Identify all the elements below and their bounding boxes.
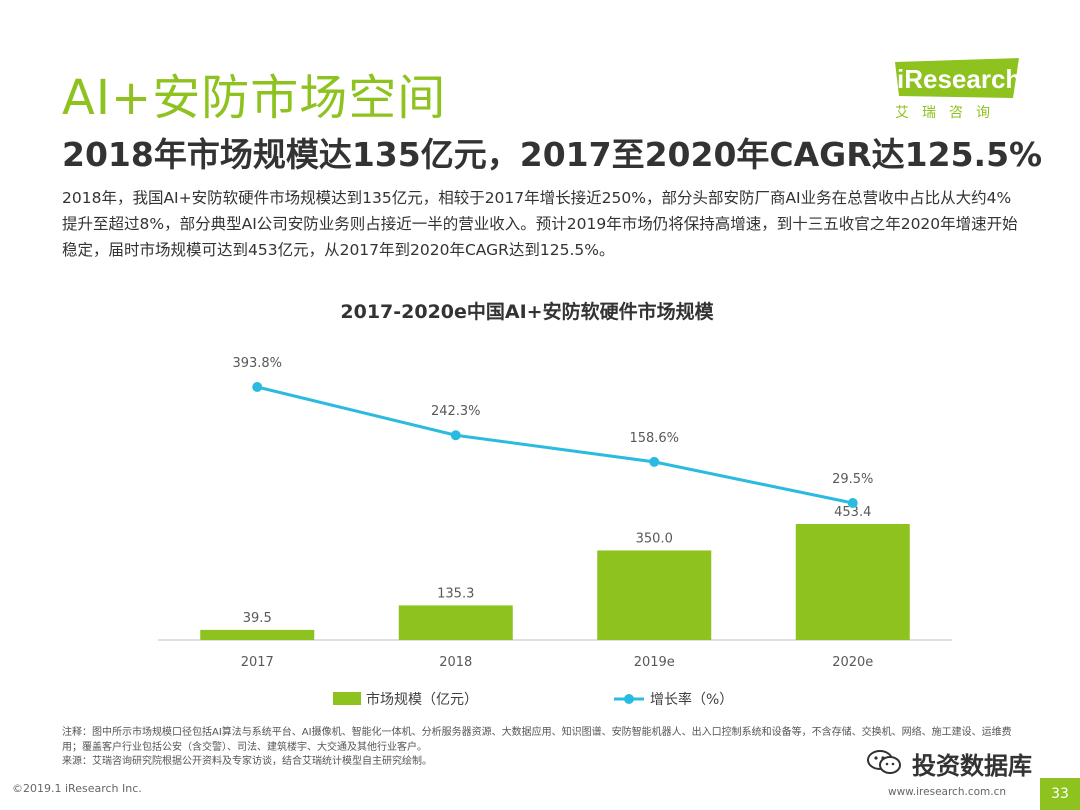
watermark-text: 投资数据库 [912, 752, 1032, 780]
market-size-chart: 39.5 2017 135.3 2018 350.0 2019e 453.4 2020e 393… [158, 356, 952, 708]
chart-source: 来源：艾瑞咨询研究院根据公开资料及专家访谈，结合艾瑞统计模型自主研究绘制。 [62, 756, 432, 767]
growth-point-2019e [649, 456, 660, 467]
slide-subtitle: 2018年市场规模达135亿元，2017至2020年CAGR达125.5% [62, 135, 1043, 174]
growth-label-2017: 393.8% [232, 356, 282, 371]
logo-badge-icon [895, 58, 1019, 98]
x-tick-label-2019e: 2019e [634, 655, 675, 670]
legend-line-label: 增长率（%） [650, 691, 733, 708]
bar-label-2017: 39.5 [243, 611, 272, 626]
x-tick-label-2017: 2017 [241, 655, 274, 670]
iresearch-logo: iResearch 艾瑞咨询 [893, 58, 1033, 121]
bar-2017 [200, 629, 315, 640]
growth-point-2020e [847, 498, 858, 508]
growth-label-2019e: 158.6% [629, 431, 679, 446]
bar-label-2019e: 350.0 [636, 531, 673, 546]
legend-bar-swatch [333, 692, 361, 705]
x-tick-label-2018: 2018 [439, 655, 472, 670]
wechat-icon [866, 748, 902, 776]
legend-bar-label: 市场规模（亿元） [366, 691, 478, 708]
chart-notes: 注释：图中所示市场规模口径包括AI算法与系统平台、AI摄像机、智能化一体机、分析… [62, 726, 1022, 770]
x-tick-label-2020e: 2020e [832, 655, 873, 670]
growth-label-2018: 242.3% [431, 404, 481, 419]
bar-2019e [597, 550, 712, 640]
bar-2018 [398, 605, 513, 640]
growth-point-2018 [450, 430, 461, 441]
bar-label-2018: 135.3 [437, 586, 474, 601]
footer-copyright: ©2019.1 iResearch Inc. [12, 782, 142, 795]
bar-label-2020e: 453.4 [834, 505, 871, 520]
growth-point-2017 [252, 382, 263, 392]
chart-title: 2017-2020e中国AI+安防软硬件市场规模 [340, 301, 714, 323]
page-title: AI+安防市场空间 [62, 70, 447, 126]
bar-2020e [795, 524, 910, 640]
slide-body-text: 2018年，我国AI+安防软硬件市场规模达到135亿元，相较于2017年增长接近… [62, 189, 1018, 259]
logo-subtitle: 艾瑞咨询 [895, 105, 1003, 121]
growth-label-2020e: 29.5% [832, 472, 873, 487]
chart-note: 注释：图中所示市场规模口径包括AI算法与系统平台、AI摄像机、智能化一体机、分析… [62, 727, 1012, 753]
legend-line-marker [624, 694, 634, 704]
growth-rate-line [256, 385, 854, 505]
logo-name: iResearch [897, 64, 1022, 94]
footer-url: www.iresearch.com.cn [888, 786, 1007, 798]
page-number: 33 [1040, 778, 1080, 810]
